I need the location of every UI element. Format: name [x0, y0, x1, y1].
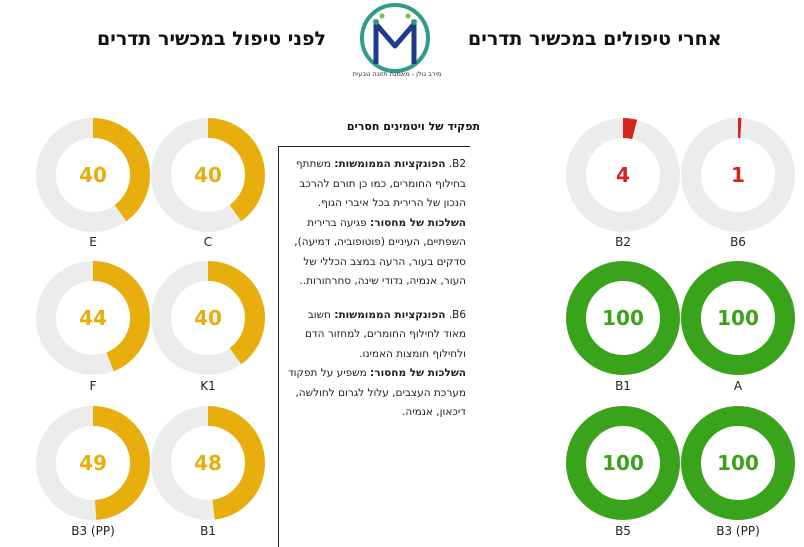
gauge-arc	[681, 261, 795, 375]
brand-logo	[320, 2, 470, 82]
before-gauge-e: 40	[35, 117, 151, 233]
gauge-arc	[151, 406, 265, 520]
before-treatment-heading: לפני טיפול במכשיר תדרים	[97, 28, 327, 50]
gauge-label: A	[733, 379, 743, 393]
b6-deficiency-text: משפיע על תפקוד מערכת העצבים, עלול לגרום …	[287, 367, 466, 418]
gauge-label: B3 (PP)	[71, 524, 115, 538]
after-gauge-b3-pp: 100	[680, 405, 796, 521]
gauge-label: B3 (PP)	[716, 524, 760, 538]
b2-name: B2.	[448, 158, 466, 170]
gauge-arc	[36, 118, 150, 232]
gauge-value: 49	[79, 451, 107, 475]
gauge-label: K1	[200, 379, 216, 393]
gauge-label: B6	[730, 235, 746, 249]
gauge-arc	[681, 118, 795, 232]
gauge-label: B1	[615, 379, 631, 393]
after-treatment-heading: אחרי טיפולים במכשיר תדרים	[468, 28, 722, 50]
gauge-value: 40	[79, 163, 107, 187]
logo-caption: מירב גולן - מאמנת תזונה טבעית	[352, 70, 442, 78]
gauge-value: 44	[79, 306, 107, 330]
b2-function-label: הפונקציות הממומשות:	[334, 158, 446, 170]
vitamin-info-panel: B2. הפונקציות הממומשות: משתתף בחילוף החו…	[278, 146, 470, 547]
b6-deficiency-label: השלכות של מחסור:	[370, 367, 466, 379]
gauge-arc	[151, 118, 265, 232]
gauge-label: E	[89, 235, 97, 249]
gauge-label: F	[89, 379, 97, 393]
gauge-arc	[36, 261, 150, 375]
gauge-value: 1	[731, 163, 745, 187]
after-gauge-b2: 4	[565, 117, 681, 233]
gauge-value: 100	[602, 306, 644, 330]
gauge-arc	[566, 261, 680, 375]
before-gauge-c: 40	[150, 117, 266, 233]
gauge-value: 4	[616, 163, 630, 187]
after-gauge-b5: 100	[565, 405, 681, 521]
before-gauge-f: 44	[35, 260, 151, 376]
b2-deficiency-label: השלכות של מחסור:	[370, 216, 466, 229]
before-gauge-b1: 48	[150, 405, 266, 521]
info-title: תפקיד של ויטמינים חסרים	[346, 120, 480, 133]
b2-function-text: משתתף בחילוף החומרים, כמו כן תורם להרכב …	[295, 158, 466, 209]
gauge-value: 100	[717, 451, 759, 475]
gauge-value: 40	[194, 306, 222, 330]
b6-function-label: הפונקציות הממומשות:	[334, 308, 446, 321]
gauge-arc	[36, 406, 150, 520]
after-gauge-b6: 1	[680, 117, 796, 233]
before-gauge-b3-pp: 49	[35, 405, 151, 521]
gauge-label: B1	[200, 524, 216, 538]
gauge-arc	[151, 261, 265, 375]
gauge-value: 48	[194, 451, 222, 475]
after-gauge-b1: 100	[565, 260, 681, 376]
before-gauge-k1: 40	[150, 260, 266, 376]
gauge-value: 40	[194, 163, 222, 187]
gauge-arc	[566, 118, 680, 232]
gauge-label: B2	[615, 235, 631, 249]
gauge-label: B5	[615, 524, 631, 538]
b2-deficiency-text: פגיעה ברירית השפתיים, העיניים (פוטופוביה…	[294, 216, 466, 288]
gauge-value: 100	[602, 451, 644, 475]
gauge-label: C	[203, 235, 213, 249]
gauge-arc	[566, 406, 680, 520]
b6-function-text: חשוב מאוד לחילוף החומרים, למחזור הדם ולח…	[304, 308, 466, 360]
gauge-value: 100	[717, 306, 759, 330]
after-gauge-a: 100	[680, 260, 796, 376]
b6-name: B6.	[448, 308, 466, 321]
gauge-arc	[681, 406, 795, 520]
